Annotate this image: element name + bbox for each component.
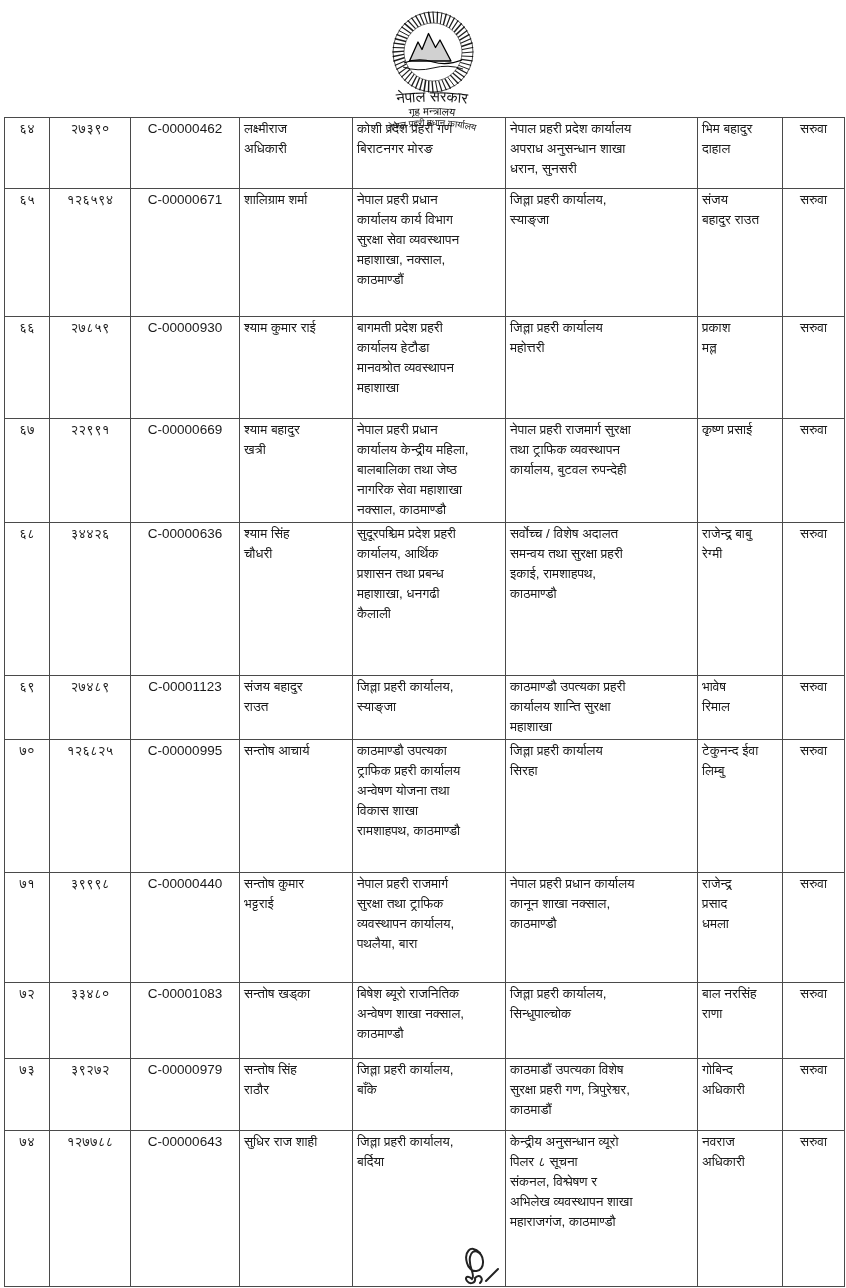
svg-text:नेपाल सरकार: नेपाल सरकार	[394, 87, 469, 106]
